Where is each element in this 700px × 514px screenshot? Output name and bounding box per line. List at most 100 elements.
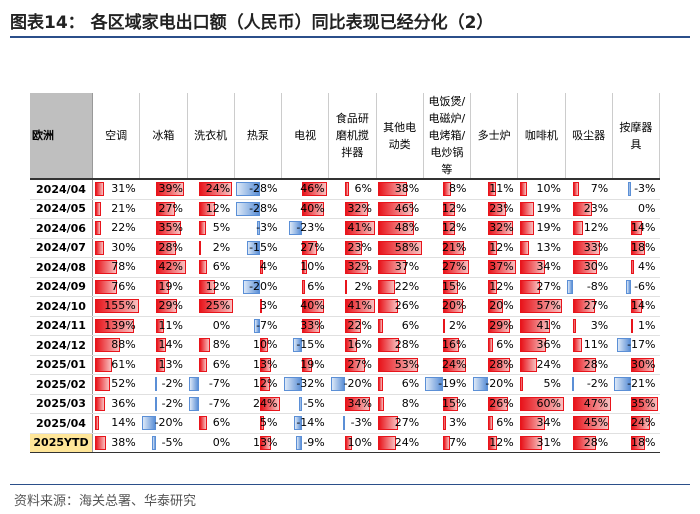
data-bar xyxy=(189,377,199,391)
cell-value: 32% xyxy=(347,201,372,215)
data-bar xyxy=(247,240,260,255)
row: 2025/04 14% -20% 6% 5% -14% -3% 27% 3% 6% 34% 45% 24… xyxy=(30,413,660,434)
cell-value: 34% xyxy=(536,416,561,429)
cell: 38% xyxy=(92,432,140,453)
cell-value: 8% xyxy=(212,338,231,351)
cell-value: 24% xyxy=(205,182,231,195)
cell-value: 28% xyxy=(394,338,420,351)
data-bar xyxy=(301,299,325,313)
cell: 12% xyxy=(423,199,471,219)
cell-value: -28% xyxy=(249,182,278,195)
cell: 12% xyxy=(187,277,235,297)
data-bar xyxy=(198,416,207,430)
row-label: 2025/03 xyxy=(30,394,93,414)
data-bar xyxy=(95,240,104,255)
cell: -3% xyxy=(328,413,376,434)
cell: 48% xyxy=(376,218,424,239)
data-bar xyxy=(378,299,398,313)
title: 图表14： 各区域家电出口额（人民币）同比表现已经分化（2） xyxy=(10,13,494,33)
data-bar xyxy=(443,435,451,450)
cell-value: 47% xyxy=(583,396,609,410)
cell: -2% xyxy=(565,374,613,395)
cell: 42% xyxy=(139,257,187,278)
cell-value: 12% xyxy=(489,279,514,293)
data-bar xyxy=(95,416,99,430)
row: 2024/08 78% 42% 6% 4% 10% 32% 37% 27% 37% 34% 30% 4% xyxy=(30,257,660,278)
cell-value: 5% xyxy=(543,377,561,390)
cell-value: 13% xyxy=(536,240,561,254)
row-label: 2024/07 xyxy=(30,238,93,258)
cell: 15% xyxy=(423,277,471,297)
cell-value: 27% xyxy=(394,416,420,429)
cell: 41% xyxy=(328,296,376,317)
cell: 24% xyxy=(517,355,565,375)
cell-value: -21% xyxy=(627,377,656,390)
cell: 15% xyxy=(423,394,471,414)
cell-value: 32% xyxy=(347,260,372,273)
cell-value: -23% xyxy=(296,221,325,234)
cell: 76% xyxy=(92,277,140,297)
cell: 24% xyxy=(612,413,660,434)
data-bar xyxy=(626,279,631,294)
cell-value: 11% xyxy=(158,318,183,332)
cell: 20% xyxy=(423,296,471,317)
data-bar xyxy=(487,260,517,274)
cell: -21% xyxy=(612,374,660,395)
cell: 37% xyxy=(376,257,424,278)
column-header: 电饭煲/电磁炉/电烤箱/电炒锅等 xyxy=(423,93,472,179)
cell: 4% xyxy=(612,257,660,278)
cell: 2% xyxy=(328,277,376,297)
cell-value: 40% xyxy=(300,201,325,215)
cell-value: 5% xyxy=(260,416,278,429)
cell-value: 46% xyxy=(394,201,420,215)
cell: 7% xyxy=(565,179,613,200)
cell: 26% xyxy=(376,296,424,317)
cell: 16% xyxy=(423,335,471,356)
data-bar xyxy=(198,221,206,235)
source: 资料来源：海关总署、华泰研究 xyxy=(14,494,197,509)
cell: 4% xyxy=(234,257,282,278)
cell: 32% xyxy=(328,257,376,278)
cell-value: 6% xyxy=(496,338,514,351)
cell-value: 24% xyxy=(536,357,561,371)
cell-value: 27% xyxy=(442,260,467,273)
cell-value: 38% xyxy=(111,435,136,449)
cell: 19% xyxy=(517,199,565,219)
cell-value: 35% xyxy=(158,221,183,234)
cell-value: 23% xyxy=(347,240,372,254)
data-bar xyxy=(95,182,104,196)
cell: 20% xyxy=(470,296,518,317)
cell-value: 38% xyxy=(394,182,420,195)
table: 欧洲 空调 冰箱 洗衣机 热泵 电视 食品研磨机搅拌器 其他电动类 电饭煲/电磁炉/电烤箱/电炒… xyxy=(30,93,661,453)
data-bar xyxy=(573,435,596,450)
cell-value: -6% xyxy=(634,279,656,293)
cell: -8% xyxy=(565,277,613,297)
row-label: 2025/01 xyxy=(30,355,93,375)
cell: 30% xyxy=(92,238,140,258)
cell-value: 8% xyxy=(449,182,467,195)
cell: 23% xyxy=(470,199,518,219)
data-bar xyxy=(95,260,118,274)
cell: 12% xyxy=(423,218,471,239)
cell: 36% xyxy=(92,394,140,414)
cell-value: 27% xyxy=(347,357,372,371)
data-bar xyxy=(345,396,370,411)
cell-value: 4% xyxy=(260,260,278,273)
row-label: 2024/09 xyxy=(30,277,93,297)
cell-value: 41% xyxy=(536,318,561,332)
cell: 7% xyxy=(423,432,471,453)
data-bar xyxy=(198,260,207,274)
cell-value: -14% xyxy=(296,416,325,429)
data-bar xyxy=(630,416,650,430)
data-bar xyxy=(571,377,574,391)
data-bar xyxy=(573,318,576,333)
data-bar xyxy=(443,182,452,196)
cell-value: 21% xyxy=(442,240,467,254)
cell: 31% xyxy=(92,179,140,200)
data-bar xyxy=(95,396,106,411)
cell: 33% xyxy=(281,316,329,336)
cell-value: 26% xyxy=(394,299,420,312)
cell-value: 1% xyxy=(638,318,656,332)
cell-value: 88% xyxy=(111,338,136,351)
